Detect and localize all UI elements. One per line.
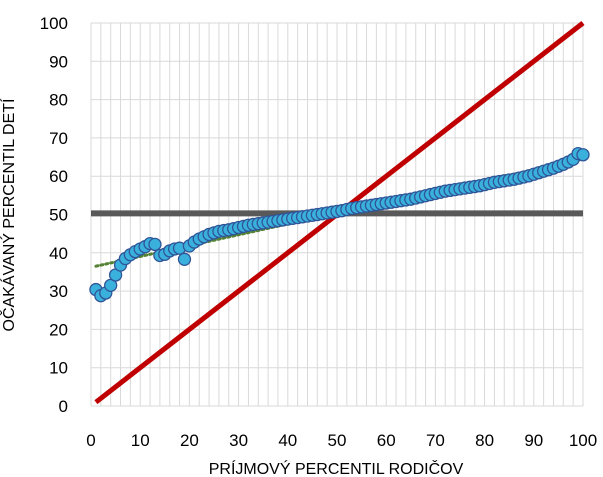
data-point bbox=[148, 237, 162, 252]
data-point bbox=[576, 148, 590, 162]
y-tick-label: 20 bbox=[49, 320, 68, 339]
x-tick-label: 40 bbox=[278, 431, 297, 450]
y-tick-label: 0 bbox=[59, 397, 68, 416]
y-tick-label: 30 bbox=[49, 282, 68, 301]
data-point bbox=[177, 252, 192, 266]
x-tick-label: 10 bbox=[131, 431, 150, 450]
y-axis-ticks: 0 10 20 30 40 50 60 70 80 90 100 bbox=[40, 14, 68, 416]
y-tick-label: 50 bbox=[49, 206, 68, 225]
y-tick-label: 80 bbox=[49, 91, 68, 110]
x-tick-label: 70 bbox=[426, 431, 445, 450]
x-tick-label: 90 bbox=[524, 431, 543, 450]
x-tick-label: 100 bbox=[569, 431, 597, 450]
y-axis-title: OČAKÁVANÝ PERCENTIL DETÍ bbox=[0, 98, 18, 331]
x-tick-label: 30 bbox=[229, 431, 248, 450]
x-tick-label: 20 bbox=[180, 431, 199, 450]
x-tick-label: 50 bbox=[328, 431, 347, 450]
y-tick-label: 100 bbox=[40, 14, 68, 33]
y-tick-label: 40 bbox=[49, 244, 68, 263]
y-tick-label: 70 bbox=[49, 129, 68, 148]
x-tick-label: 0 bbox=[86, 431, 95, 450]
y-tick-label: 90 bbox=[49, 52, 68, 71]
x-axis-ticks: 0 10 20 30 40 50 60 70 80 90 100 bbox=[86, 431, 597, 450]
x-tick-label: 80 bbox=[475, 431, 494, 450]
y-tick-label: 60 bbox=[49, 167, 68, 186]
x-axis-title: PRÍJMOVÝ PERCENTIL RODIČOV bbox=[209, 459, 464, 477]
plot-series bbox=[89, 21, 590, 405]
y-tick-label: 10 bbox=[49, 359, 68, 378]
x-tick-label: 60 bbox=[377, 431, 396, 450]
